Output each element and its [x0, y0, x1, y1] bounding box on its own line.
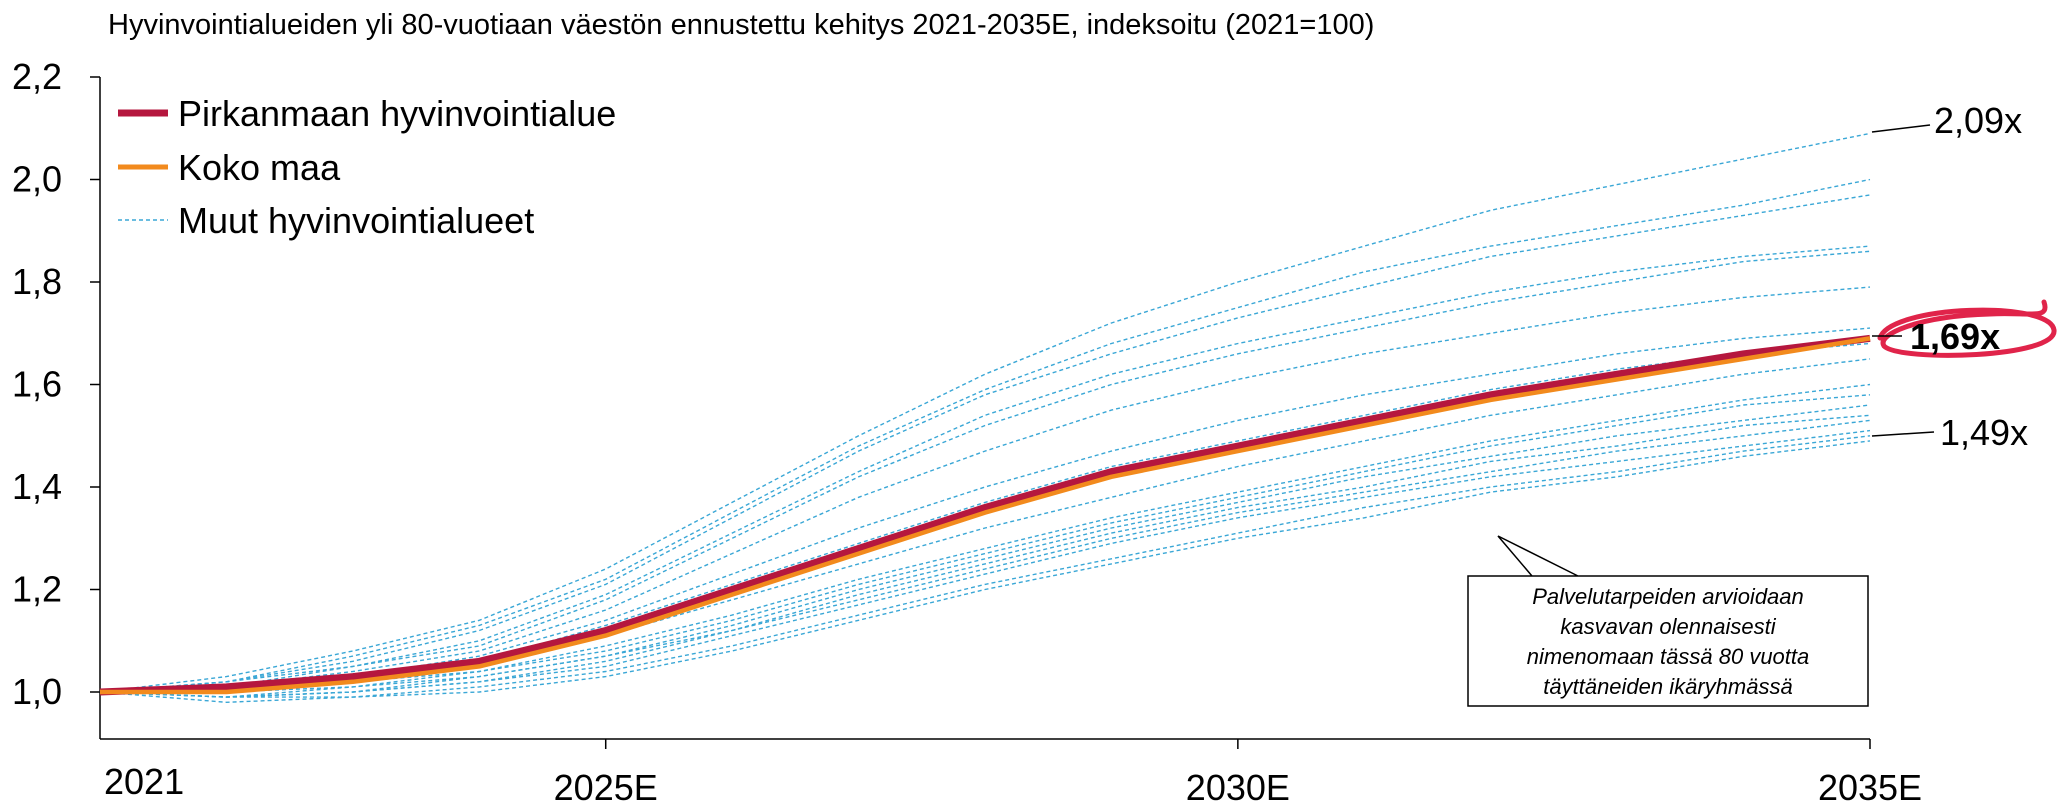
y-tick-label: 2,0	[12, 159, 62, 200]
max-label: 2,09x	[1934, 100, 2022, 141]
y-tick-label: 2,2	[12, 56, 62, 97]
koko-maa-line	[100, 336, 1871, 695]
callout-line-4: täyttäneiden ikäryhmässä	[1543, 674, 1792, 699]
min-label-leader	[1871, 431, 1935, 437]
annotations: 2,09x 1,69x 1,49x Palvelutarpeiden arvio…	[1467, 100, 2057, 707]
muut-line-5	[99, 250, 1871, 693]
muut-line-2	[99, 178, 1871, 693]
chart-title: Hyvinvointialueiden yli 80-vuotiaan väes…	[108, 9, 1374, 41]
max-label-leader	[1871, 124, 1931, 133]
min-label: 1,49x	[1940, 412, 2028, 453]
legend-label-koko-maa: Koko maa	[178, 147, 341, 188]
x-axis: 2021 2025E 2030E 2035E	[100, 738, 1922, 804]
callout-box	[1467, 535, 1869, 707]
pirkanmaa-end-label: 1,69x	[1910, 316, 2000, 357]
muut-line-6	[99, 286, 1871, 693]
callout-line-1: Palvelutarpeiden arvioidaan	[1532, 584, 1804, 609]
muut-line-11	[100, 394, 1871, 693]
muut-line-17	[99, 440, 1871, 704]
main-series	[99, 334, 1871, 696]
y-tick-label: 1,4	[12, 466, 62, 507]
x-tick-label: 2030E	[1186, 767, 1290, 804]
x-tick-label: 2021	[104, 761, 184, 802]
callout-line-2: kasvavan olennaisesti	[1560, 614, 1776, 639]
legend-label-muut: Muut hyvinvointialueet	[178, 200, 534, 241]
muut-line-12	[99, 404, 1871, 698]
y-tick-label: 1,0	[12, 671, 62, 712]
x-tick-label: 2025E	[554, 767, 658, 804]
legend: Pirkanmaan hyvinvointialue Koko maa Muut…	[118, 93, 616, 241]
muut-line-4	[99, 245, 1871, 693]
x-tick-label: 2035E	[1818, 767, 1922, 804]
muut-line-13	[99, 414, 1871, 698]
highlight-ring	[1877, 299, 2057, 358]
y-tick-label: 1,2	[12, 569, 62, 610]
y-tick-label: 1,6	[12, 364, 62, 405]
callout-line-3: nimenomaan tässä 80 vuotta	[1527, 644, 1810, 669]
legend-label-pirkanmaa: Pirkanmaan hyvinvointialue	[178, 93, 616, 134]
muut-line-16	[99, 435, 1871, 698]
y-tick-label: 1,8	[12, 261, 62, 302]
y-axis: 1,0 1,2 1,4 1,6 1,8 2,0 2,2	[12, 56, 101, 739]
muut-line-15	[99, 429, 1871, 698]
pirkanmaa-line	[99, 334, 1871, 696]
